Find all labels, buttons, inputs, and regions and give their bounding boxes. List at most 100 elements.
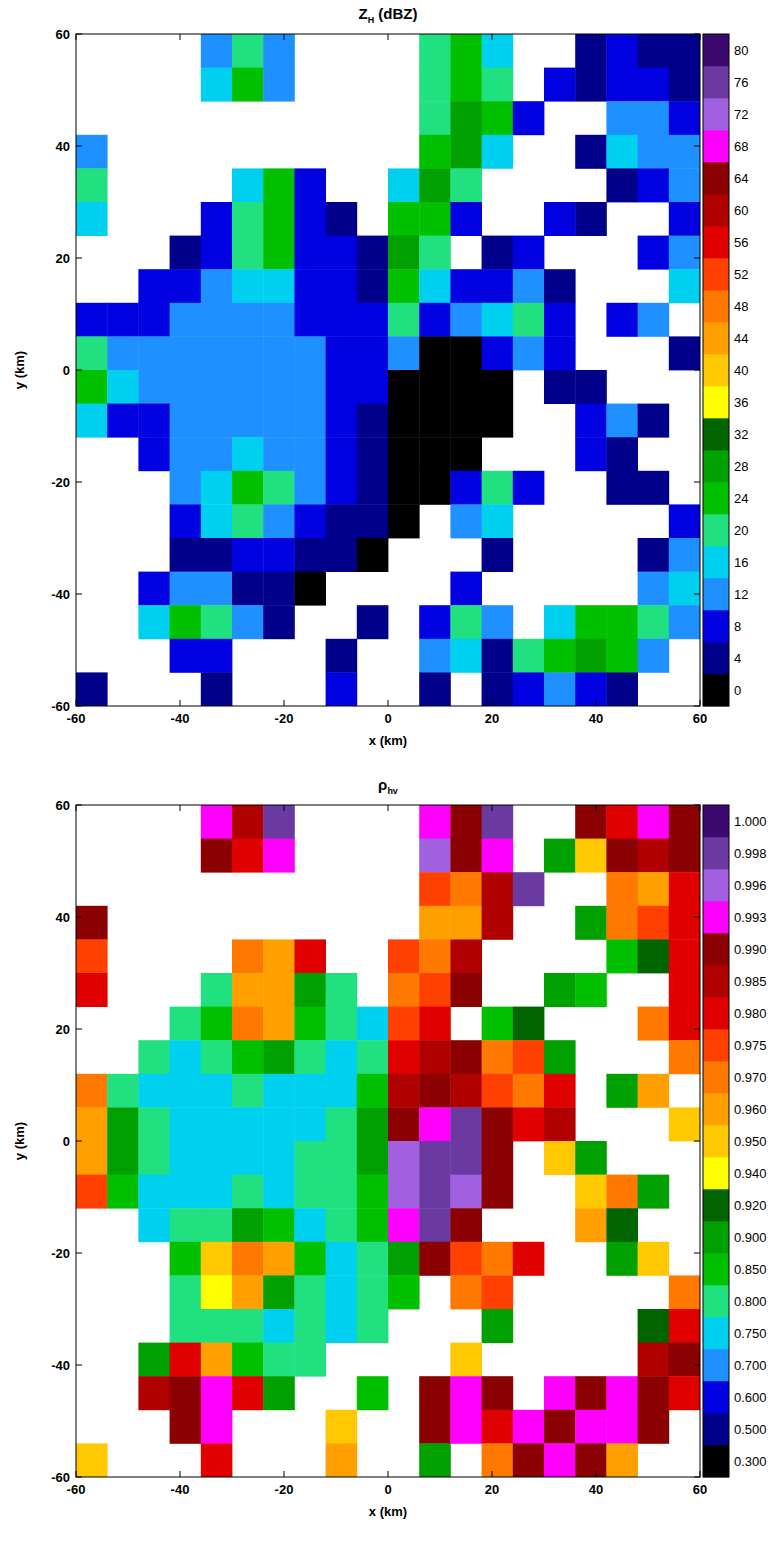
radar-cell bbox=[170, 1074, 202, 1108]
radar-cell bbox=[263, 939, 295, 973]
colorbar-box bbox=[703, 162, 729, 194]
radar-cell bbox=[669, 939, 700, 973]
radar-cell bbox=[357, 1175, 389, 1209]
radar-cell bbox=[638, 68, 670, 102]
radar-cell bbox=[326, 1208, 358, 1242]
radar-cell bbox=[263, 1107, 295, 1141]
radar-cell bbox=[357, 1208, 389, 1242]
radar-cell bbox=[263, 605, 295, 639]
radar-cell bbox=[450, 839, 482, 873]
colorbar-frame bbox=[703, 34, 729, 706]
radar-cell bbox=[294, 939, 326, 973]
y-tick-label: 40 bbox=[56, 910, 70, 925]
x-tick bbox=[388, 700, 389, 706]
radar-cell bbox=[263, 1175, 295, 1209]
radar-cell bbox=[419, 68, 451, 102]
radar-cell bbox=[669, 572, 700, 606]
radar-cell bbox=[294, 1175, 326, 1209]
radar-cell bbox=[669, 168, 700, 202]
radar-cell bbox=[638, 101, 670, 135]
radar-cell bbox=[263, 805, 295, 839]
radar-cell bbox=[76, 973, 108, 1007]
radar-cell bbox=[482, 303, 514, 337]
radar-cell bbox=[669, 1343, 700, 1377]
figure: ZH (dBZ)-60-40-200204060-60-40-200204060… bbox=[0, 0, 783, 1542]
radar-cell bbox=[76, 1141, 108, 1175]
radar-cell bbox=[513, 101, 545, 135]
radar-cell bbox=[263, 1343, 295, 1377]
colorbar-box bbox=[703, 226, 729, 258]
radar-cell bbox=[263, 236, 295, 270]
x-tick bbox=[492, 1471, 493, 1477]
radar-cell bbox=[326, 1410, 358, 1444]
radar-cell bbox=[575, 906, 607, 940]
radar-cell bbox=[326, 471, 358, 505]
y-tick-right bbox=[694, 370, 700, 371]
radar-cell bbox=[482, 370, 514, 404]
x-tick-top bbox=[596, 805, 597, 811]
radar-cell bbox=[513, 1040, 545, 1074]
radar-cell bbox=[201, 1343, 233, 1377]
radar-cell bbox=[263, 34, 295, 68]
radar-cell bbox=[419, 404, 451, 438]
radar-cell bbox=[388, 1007, 420, 1041]
radar-cell bbox=[482, 336, 514, 370]
x-tick-top bbox=[388, 805, 389, 811]
radar-cell bbox=[482, 1376, 514, 1410]
radar-cell bbox=[669, 236, 700, 270]
x-tick-top bbox=[180, 805, 181, 811]
radar-cell bbox=[357, 1040, 389, 1074]
radar-cell bbox=[76, 303, 108, 337]
radar-cell bbox=[606, 1074, 638, 1108]
radar-cell bbox=[388, 1175, 420, 1209]
y-tick bbox=[76, 1141, 82, 1142]
radar-cell bbox=[263, 269, 295, 303]
radar-cell bbox=[201, 1208, 233, 1242]
radar-cell bbox=[450, 1410, 482, 1444]
radar-cell bbox=[638, 1007, 670, 1041]
colorbar-label: 20 bbox=[734, 523, 748, 538]
radar-cell bbox=[544, 1107, 576, 1141]
colorbar-label: 0.950 bbox=[734, 1134, 767, 1149]
radar-cell bbox=[388, 1074, 420, 1108]
radar-cell bbox=[419, 168, 451, 202]
radar-cell bbox=[294, 973, 326, 1007]
radar-cell bbox=[76, 135, 108, 169]
radar-cell bbox=[294, 236, 326, 270]
y-tick-label: -60 bbox=[51, 1470, 70, 1485]
radar-cell bbox=[201, 202, 233, 236]
radar-cell bbox=[606, 1208, 638, 1242]
radar-cell bbox=[357, 1074, 389, 1108]
colorbar-label: 0.940 bbox=[734, 1166, 767, 1181]
colorbar-label: 16 bbox=[734, 555, 748, 570]
radar-cell bbox=[450, 872, 482, 906]
x-tick-label: -40 bbox=[171, 711, 190, 726]
colorbar-label: 0.990 bbox=[734, 942, 767, 957]
radar-cell bbox=[482, 1141, 514, 1175]
x-tick-top bbox=[284, 34, 285, 40]
radar-cell bbox=[357, 303, 389, 337]
radar-cell bbox=[544, 839, 576, 873]
colorbar-label: 0.600 bbox=[734, 1390, 767, 1405]
radar-cell bbox=[294, 370, 326, 404]
colorbar-box bbox=[703, 386, 729, 418]
radar-cell bbox=[232, 1141, 264, 1175]
radar-cell bbox=[419, 672, 451, 706]
colorbar-label: 0 bbox=[734, 683, 741, 698]
x-tick-top bbox=[388, 34, 389, 40]
radar-cell bbox=[482, 1443, 514, 1477]
colorbar-box bbox=[703, 1125, 729, 1157]
radar-cell bbox=[201, 236, 233, 270]
x-tick bbox=[700, 700, 701, 706]
radar-cell bbox=[263, 1040, 295, 1074]
x-tick-top bbox=[76, 34, 77, 40]
radar-cell bbox=[294, 336, 326, 370]
radar-cell bbox=[326, 1141, 358, 1175]
radar-cell bbox=[170, 336, 202, 370]
radar-cell bbox=[575, 1410, 607, 1444]
radar-cell bbox=[232, 805, 264, 839]
radar-cell bbox=[669, 34, 700, 68]
colorbar-box bbox=[703, 1221, 729, 1253]
x-tick bbox=[284, 700, 285, 706]
radar-cell bbox=[388, 236, 420, 270]
